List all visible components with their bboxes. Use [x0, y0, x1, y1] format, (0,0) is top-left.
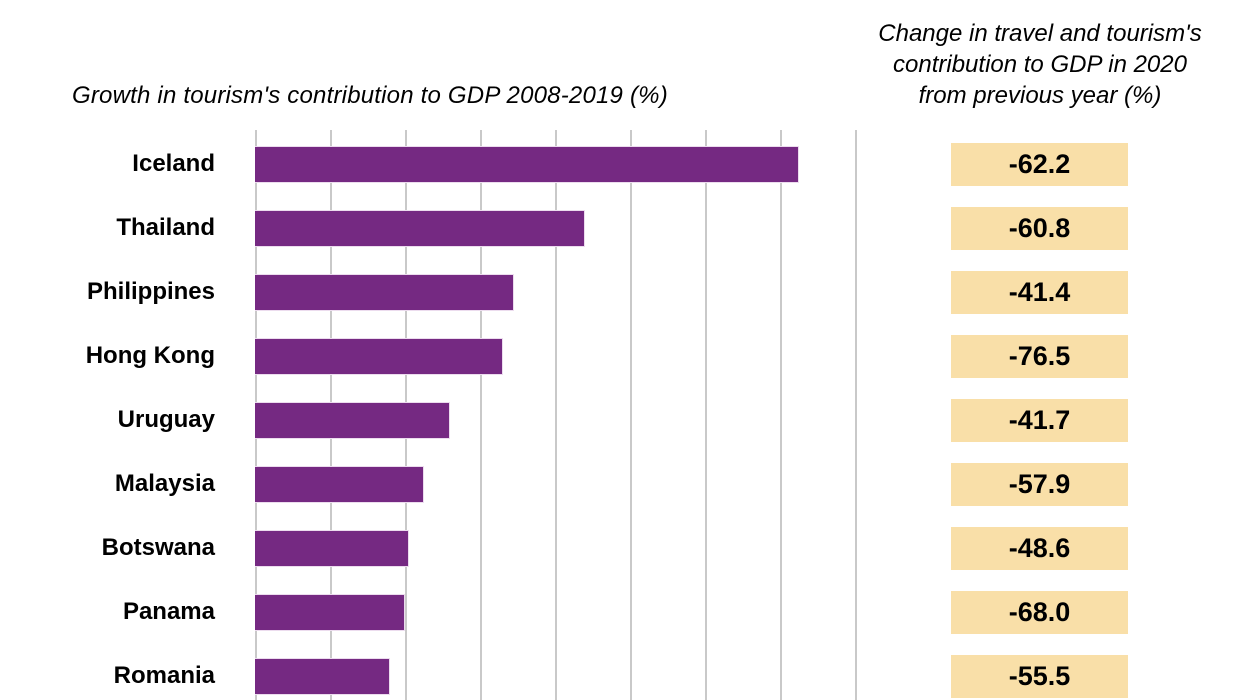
country-labels-column: Iceland Thailand Philippines Hong Kong Urugu… [0, 130, 235, 700]
country-label: Uruguay [117, 406, 215, 433]
change-2020-badge: -57.9 [951, 462, 1128, 506]
change-2020-badge: -60.8 [951, 206, 1128, 250]
gdp-growth-bar [255, 145, 799, 183]
change-2020-badge: -62.2 [951, 142, 1128, 186]
change-2020-badge: -41.7 [951, 398, 1128, 442]
country-label: Thailand [116, 214, 215, 241]
change-badges-column: -62.2 -60.8 -41.4 -76.5 -41.7 -57.9 -48.6 -68.0… [951, 130, 1128, 700]
country-label: Hong Kong [85, 342, 215, 369]
gridline [780, 130, 782, 700]
gridline [630, 130, 632, 700]
country-label: Botswana [101, 534, 215, 561]
gdp-growth-bar [255, 401, 450, 439]
country-label: Philippines [86, 278, 215, 305]
change-2020-badge: -68.0 [951, 590, 1128, 634]
gdp-growth-bar [255, 657, 390, 695]
country-label: Iceland [132, 150, 215, 177]
country-label: Romania [113, 662, 215, 689]
change-2020-badge: -41.4 [951, 270, 1128, 314]
gdp-growth-bar [255, 273, 514, 311]
gdp-growth-bar [255, 465, 424, 503]
change-2020-badge: -76.5 [951, 334, 1128, 378]
gridline [855, 130, 857, 700]
country-label: Panama [122, 598, 215, 625]
bar-chart-title: Growth in tourism's contribution to GDP … [72, 82, 668, 109]
change-2020-badge: -55.5 [951, 654, 1128, 698]
change-2020-badge: -48.6 [951, 526, 1128, 570]
gdp-growth-bar [255, 529, 409, 567]
bar-chart-plot-area [255, 130, 857, 700]
gridline [705, 130, 707, 700]
change-column-title: Change in travel and tourism's contribut… [878, 20, 1202, 109]
gdp-growth-bar [255, 593, 405, 631]
gdp-growth-bar [255, 209, 585, 247]
country-label: Malaysia [114, 470, 215, 497]
gdp-growth-bar [255, 337, 503, 375]
gridline [480, 130, 482, 700]
gridline [555, 130, 557, 700]
